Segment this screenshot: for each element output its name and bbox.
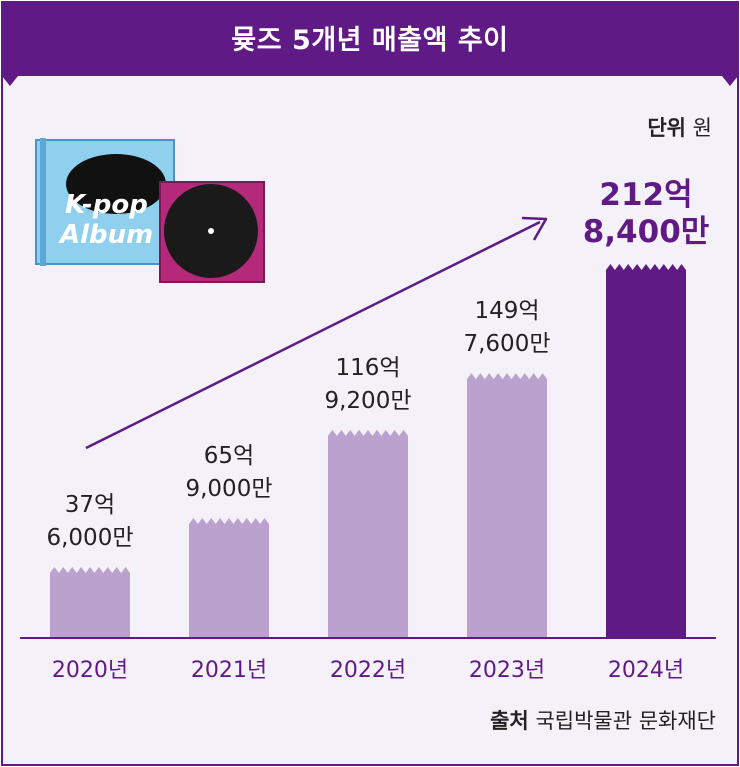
unit-label: 단위 <box>647 116 686 140</box>
album-illustration: K-pop Album <box>35 138 265 283</box>
x-axis-ticks: 2020년 2021년 2022년 2023년 2024년 <box>52 658 684 683</box>
value-label-4-1: 8,400만 <box>583 214 710 250</box>
bar-2023년 <box>467 373 547 638</box>
bar-2021년 <box>189 518 269 638</box>
chart-title: 뮺즈 5개년 매출액 추이 <box>231 24 509 56</box>
album-spine <box>40 138 46 266</box>
x-tick-label-2: 2022년 <box>330 658 406 683</box>
album-label-oval <box>66 154 166 214</box>
value-label-3-1: 7,600만 <box>463 331 550 357</box>
source-note: 출처 국립박물관 문화재단 <box>490 705 716 735</box>
value-label-3-0: 149억 <box>474 298 539 324</box>
value-labels-group: 37억 6,000만 65억 9,000만 116억 9,200만 149억 7,600만 21… <box>46 177 709 551</box>
value-label-2-1: 9,200만 <box>324 388 411 414</box>
unit-note: 단위 원 <box>647 112 712 142</box>
x-tick-label-1: 2021년 <box>191 658 267 683</box>
bar-2022년 <box>328 429 408 638</box>
source-label: 출처 <box>490 709 529 733</box>
value-label-2-0: 116억 <box>335 355 400 381</box>
bar-2020년 <box>50 566 130 638</box>
value-label-1-0: 65억 <box>204 443 254 469</box>
trend-arrow-line <box>85 220 541 450</box>
value-label-0-0: 37억 <box>65 492 115 518</box>
title-banner <box>2 2 738 86</box>
album-text-kpop: K-pop <box>65 190 148 220</box>
value-label-1-1: 9,000만 <box>185 476 272 502</box>
trend-arrow <box>85 216 548 450</box>
x-tick-label-3: 2023년 <box>469 658 545 683</box>
value-label-0-1: 6,000만 <box>46 525 133 551</box>
x-tick-label-0: 2020년 <box>52 658 128 683</box>
bar-2024년 <box>606 264 686 638</box>
vinyl-hole <box>208 228 214 234</box>
album-text-album: Album <box>58 220 153 250</box>
trend-arrow-head <box>521 216 548 241</box>
x-tick-label-4: 2024년 <box>608 658 684 683</box>
bars-group <box>50 264 686 638</box>
value-label-4-0: 212억 <box>599 177 692 213</box>
source-value: 국립박물관 문화재단 <box>535 709 716 733</box>
unit-value: 원 <box>692 116 712 140</box>
